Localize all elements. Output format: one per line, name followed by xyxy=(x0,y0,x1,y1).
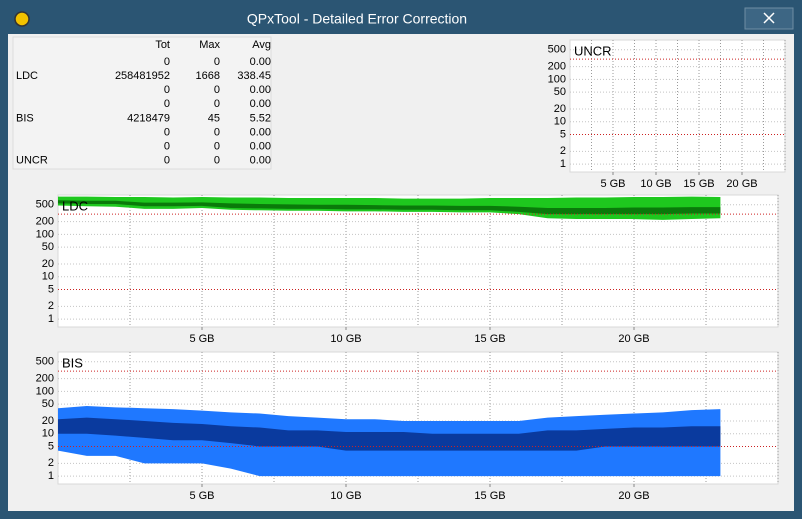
y-tick-label: 10 xyxy=(554,116,566,128)
y-tick-label: 1 xyxy=(48,470,54,482)
stats-cell: 0 xyxy=(164,56,170,68)
stats-header: Avg xyxy=(252,39,271,51)
x-tick-label: 10 GB xyxy=(330,333,361,345)
stats-cell: 0.00 xyxy=(250,84,271,96)
error-band xyxy=(58,200,721,215)
y-tick-label: 20 xyxy=(554,103,566,115)
stats-cell: 0 xyxy=(214,84,220,96)
x-tick-label: 20 GB xyxy=(618,333,649,345)
y-tick-label: 500 xyxy=(36,199,54,211)
stats-cell: 0 xyxy=(164,98,170,110)
y-tick-label: 20 xyxy=(42,258,54,270)
stats-cell: 0.00 xyxy=(250,56,271,68)
chart-label: BIS xyxy=(62,355,83,370)
app-icon xyxy=(14,11,30,27)
y-tick-label: 20 xyxy=(42,415,54,427)
close-button[interactable] xyxy=(744,7,794,30)
x-tick-label: 15 GB xyxy=(683,178,714,190)
x-tick-label: 10 GB xyxy=(330,490,361,502)
x-tick-label: 5 GB xyxy=(600,178,625,190)
y-tick-label: 2 xyxy=(48,457,54,469)
stats-cell: 258481952 xyxy=(115,70,170,82)
stats-header: Tot xyxy=(155,39,170,51)
y-tick-label: 50 xyxy=(42,398,54,410)
y-tick-label: 50 xyxy=(554,86,566,98)
y-tick-label: 5 xyxy=(560,128,566,140)
x-tick-label: 5 GB xyxy=(189,333,214,345)
y-tick-label: 50 xyxy=(42,241,54,253)
x-tick-label: 20 GB xyxy=(618,490,649,502)
y-tick-label: 100 xyxy=(548,73,566,85)
stats-row-label: UNCR xyxy=(16,155,48,167)
stats-cell: 0 xyxy=(164,155,170,167)
stats-cell: 0 xyxy=(214,141,220,153)
y-tick-label: 10 xyxy=(42,271,54,283)
y-tick-label: 1 xyxy=(560,158,566,170)
y-tick-label: 500 xyxy=(548,44,566,56)
x-tick-label: 20 GB xyxy=(726,178,757,190)
y-tick-label: 5 xyxy=(48,440,54,452)
stats-row-label: LDC xyxy=(16,70,38,82)
chart-label: UNCR xyxy=(574,43,612,58)
stats-cell: 0.00 xyxy=(250,126,271,138)
stats-cell: 0 xyxy=(214,155,220,167)
stats-cell: 4218479 xyxy=(127,112,170,124)
chart-label: LDC xyxy=(62,198,88,213)
stats-cell: 338.45 xyxy=(237,70,271,82)
stats-cell: 5.52 xyxy=(250,112,271,124)
y-tick-label: 100 xyxy=(36,228,54,240)
stats-cell: 0 xyxy=(164,126,170,138)
stats-cell: 0.00 xyxy=(250,141,271,153)
stats-cell: 0 xyxy=(214,98,220,110)
stats-cell: 0 xyxy=(214,126,220,138)
y-tick-label: 1 xyxy=(48,313,54,325)
stats-row-label: BIS xyxy=(16,112,34,124)
stats-cell: 0.00 xyxy=(250,155,271,167)
x-tick-label: 10 GB xyxy=(640,178,671,190)
stats-header: Max xyxy=(199,39,220,51)
y-tick-label: 100 xyxy=(36,385,54,397)
error-band xyxy=(58,417,721,451)
y-tick-label: 200 xyxy=(36,216,54,228)
stats-cell: 0 xyxy=(164,141,170,153)
close-icon[interactable] xyxy=(763,12,775,24)
stats-cell: 0 xyxy=(164,84,170,96)
x-tick-label: 5 GB xyxy=(189,490,214,502)
y-tick-label: 2 xyxy=(560,145,566,157)
y-tick-label: 10 xyxy=(42,428,54,440)
window-title: QPxTool - Detailed Error Correction xyxy=(247,11,467,27)
y-tick-label: 200 xyxy=(36,373,54,385)
y-tick-label: 5 xyxy=(48,283,54,295)
x-tick-label: 15 GB xyxy=(474,333,505,345)
y-tick-label: 500 xyxy=(36,356,54,368)
stats-cell: 1668 xyxy=(196,70,220,82)
y-tick-label: 200 xyxy=(548,61,566,73)
stats-panel xyxy=(12,36,272,170)
stats-cell: 0.00 xyxy=(250,98,271,110)
stats-cell: 0 xyxy=(214,56,220,68)
stats-cell: 45 xyxy=(208,112,220,124)
x-tick-label: 15 GB xyxy=(474,490,505,502)
y-tick-label: 2 xyxy=(48,300,54,312)
